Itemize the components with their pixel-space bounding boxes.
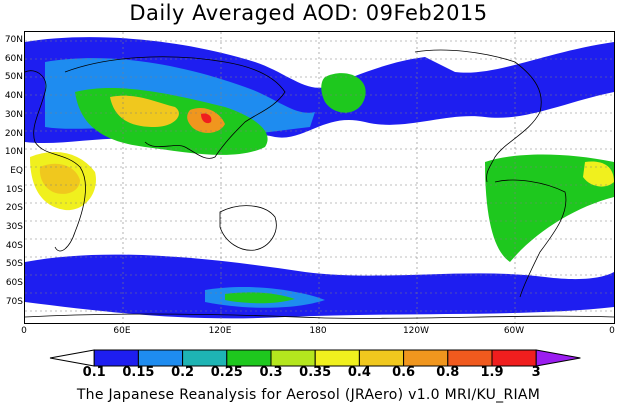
colorbar-level-label: 0.2 (171, 365, 195, 380)
colorbar-cell (491, 349, 537, 367)
coast-australia (219, 205, 277, 251)
colorbar-cell (226, 349, 272, 367)
coast-europe-africa (25, 70, 86, 252)
colorbar-cell (403, 349, 449, 367)
colorbar (49, 349, 581, 367)
lat-label: 30N (4, 109, 23, 120)
colorbar-cell (535, 349, 581, 367)
colorbar-level-label: 0.25 (210, 365, 243, 380)
footer-credit: The Japanese Reanalysis for Aerosol (JRA… (76, 387, 541, 403)
colorbar-level-label: 0.15 (122, 365, 155, 380)
colorbar-cell (137, 349, 184, 367)
lon-label: 0 (21, 326, 27, 336)
aod-east-asia-peak (201, 113, 212, 124)
lat-label: 20N (4, 128, 23, 139)
lat-label: 10N (4, 147, 23, 158)
aod-south-america-core (583, 161, 614, 187)
lat-label: 30S (5, 222, 23, 232)
colorbar-level-label: 0.1 (82, 365, 106, 380)
lat-label: 60S (5, 278, 23, 289)
aod-map (24, 31, 615, 324)
colorbar-cell (270, 349, 316, 367)
lon-label: 0 (609, 326, 615, 336)
aod-south-america (485, 154, 614, 262)
colorbar-boxes (49, 349, 581, 367)
map-title: Daily Averaged AOD: 09Feb2015 (129, 1, 488, 25)
lat-label: EQ (10, 165, 23, 176)
coast-asia (64, 56, 286, 159)
lat-label: 40S (5, 240, 23, 251)
aod-field (25, 37, 614, 319)
colorbar-cell (447, 349, 493, 367)
coast-antarctica (25, 313, 614, 319)
lat-label: 60N (4, 53, 23, 64)
colorbar-level-label: 0.4 (347, 365, 371, 380)
lon-label: 180 (309, 326, 327, 336)
lon-label: 60E (113, 326, 131, 336)
colorbar-level-label: 0.8 (436, 365, 460, 380)
lat-label: 20S (5, 203, 23, 214)
lat-label: 50N (4, 72, 23, 83)
aod-pacific-swirl (321, 73, 366, 113)
aod-band-south-green (225, 292, 295, 304)
aod-africa-core (39, 163, 80, 194)
coast-south-america (494, 179, 567, 298)
colorbar-cell (358, 349, 405, 367)
colorbar-level-label: 0.6 (392, 365, 416, 380)
colorbar-cell (314, 349, 360, 367)
lat-label: 70S (5, 296, 23, 307)
colorbar-level-label: 0.3 (259, 365, 283, 380)
grid-lines (25, 32, 614, 323)
colorbar-cell (182, 349, 228, 367)
aod-asia-core (110, 95, 179, 127)
lat-label: 10S (5, 184, 23, 195)
aod-map-svg (25, 32, 614, 323)
lon-label: 120E (208, 326, 232, 336)
lon-label: 60W (503, 326, 525, 336)
colorbar-level-label: 3 (531, 365, 541, 380)
aod-band-south (25, 254, 614, 319)
colorbar-cell (49, 349, 95, 367)
colorbar-level-label: 0.35 (299, 365, 332, 380)
colorbar-level-label: 1.9 (480, 365, 504, 380)
lat-label: 40N (4, 91, 23, 102)
coast-north-america (414, 49, 542, 183)
lon-label: 120W (402, 326, 430, 336)
coastlines (25, 49, 614, 319)
lat-label: 70N (4, 35, 23, 45)
lat-label: 50S (5, 259, 23, 270)
colorbar-cell (93, 349, 139, 367)
